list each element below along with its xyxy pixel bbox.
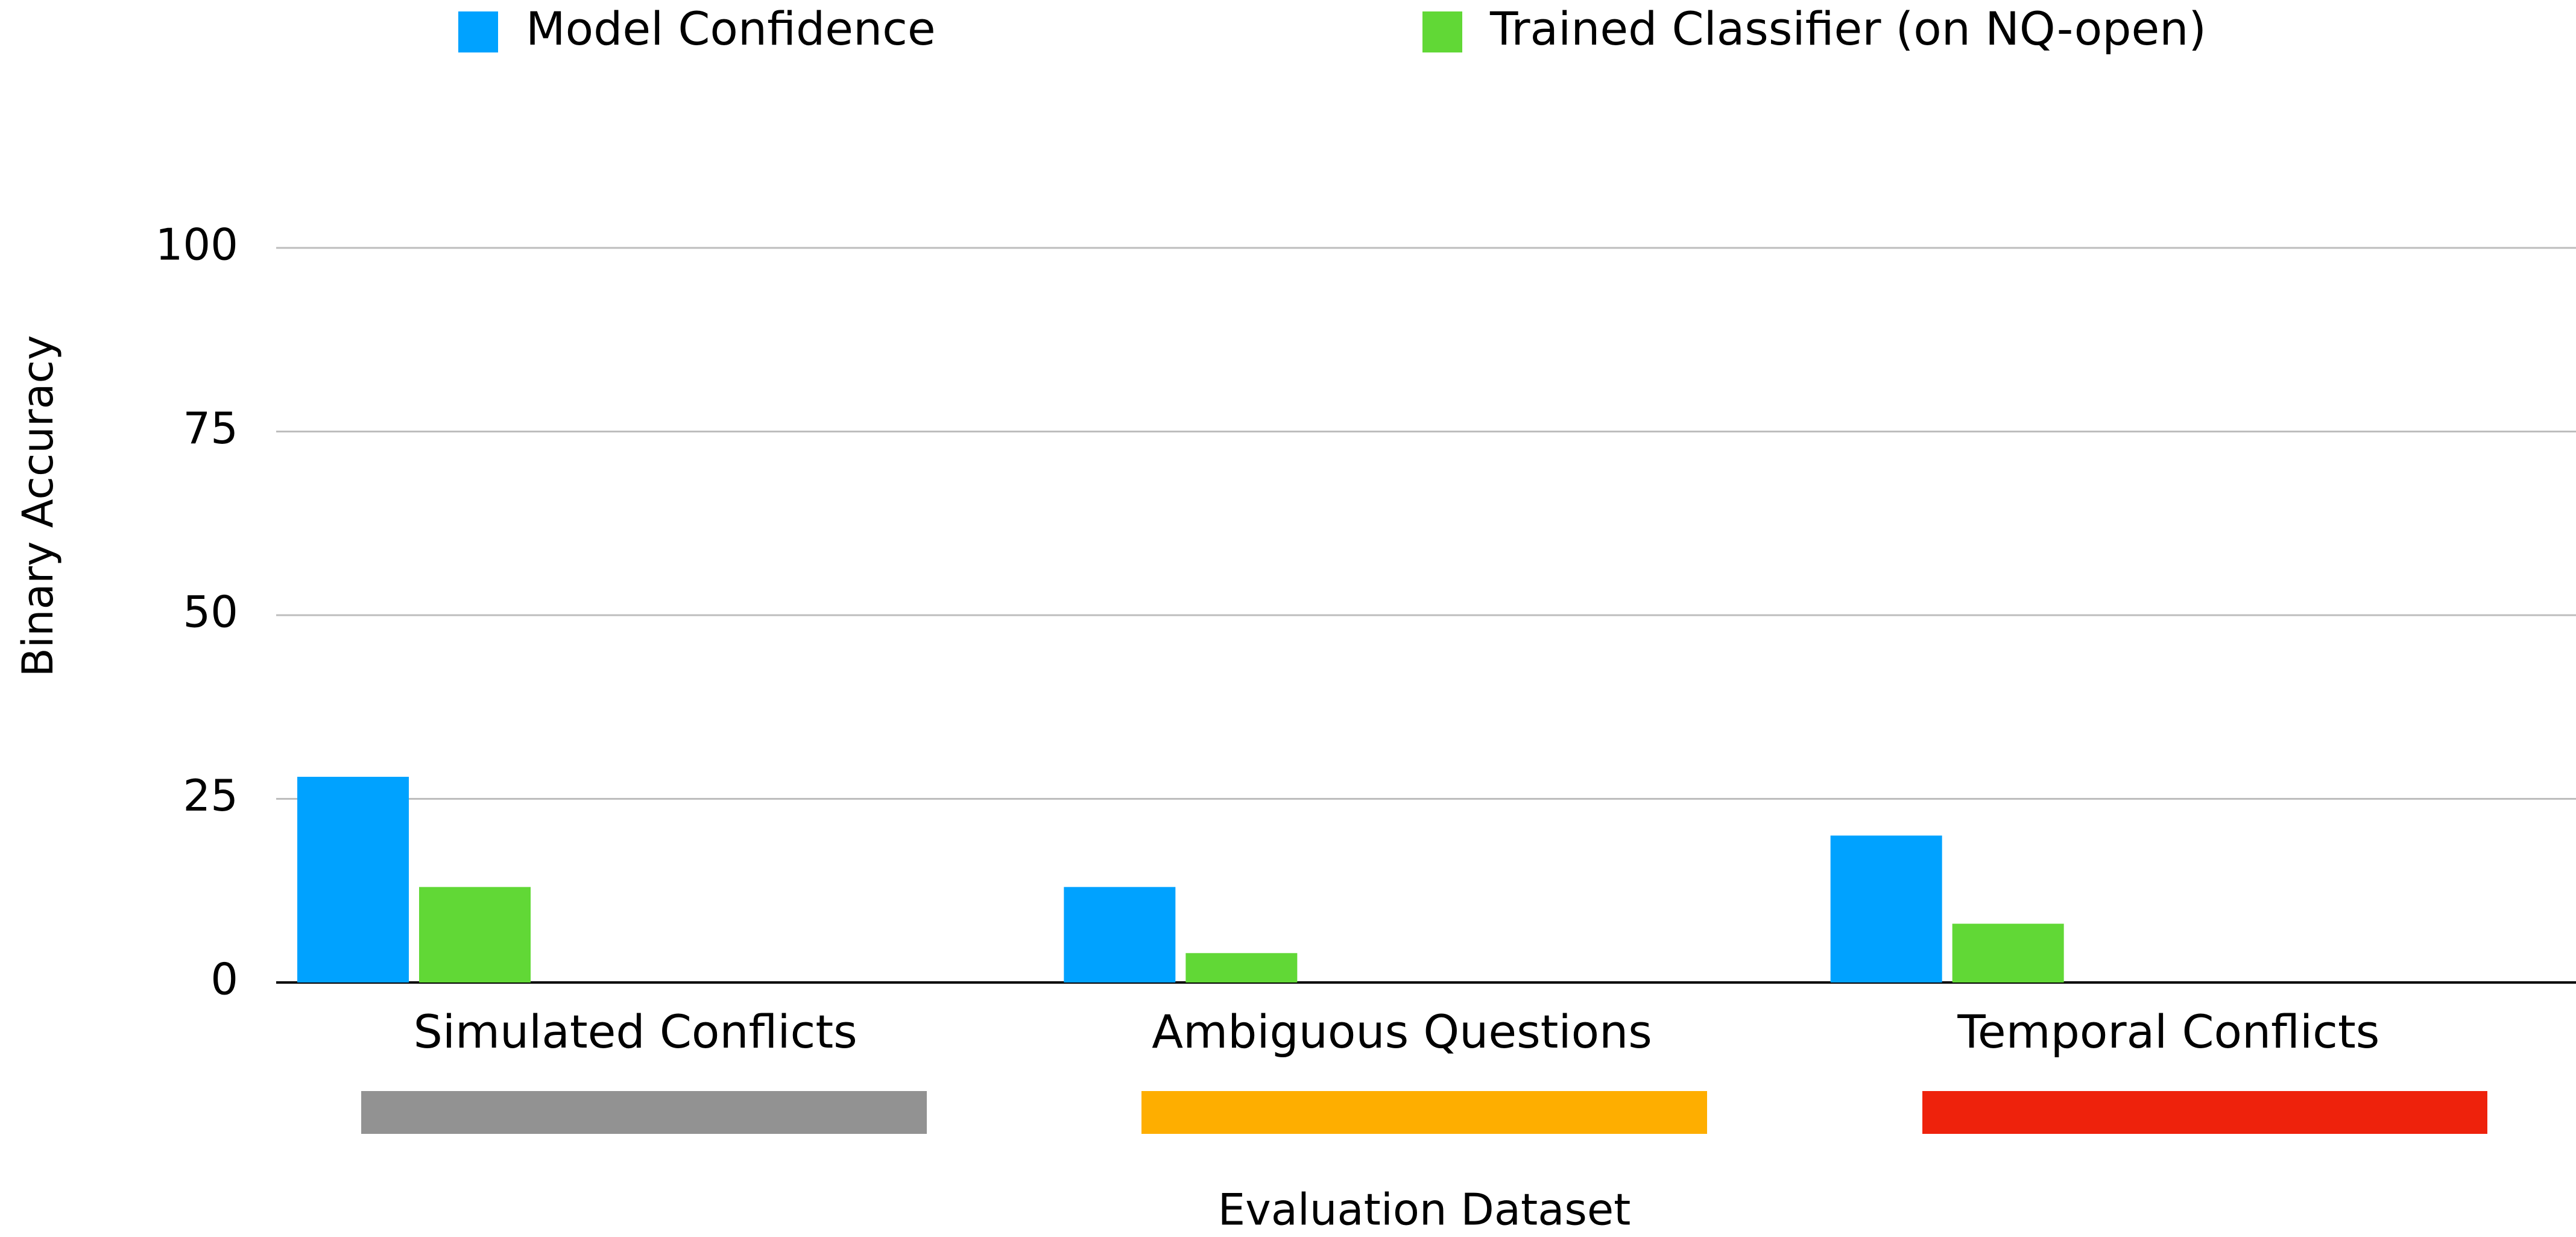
y-tick-label: 25 <box>183 770 238 821</box>
x-tick-label: Simulated Conflicts <box>414 1005 857 1058</box>
x-tick-label: Ambiguous Questions <box>1152 1005 1652 1058</box>
bar <box>419 887 531 982</box>
legend-swatch <box>458 11 498 52</box>
y-tick-label: 75 <box>183 403 238 454</box>
bar <box>1830 835 1942 982</box>
legend-label: Trained Classifier (on NQ-open) <box>1489 2 2206 55</box>
category-swatch <box>1922 1091 2487 1134</box>
y-tick-label: 0 <box>210 954 238 1005</box>
bar <box>1064 887 1176 982</box>
y-axis-label: Binary Accuracy <box>13 335 63 677</box>
legend-swatch <box>1422 11 1462 52</box>
bar <box>1185 953 1298 982</box>
y-tick-label: 50 <box>183 587 238 637</box>
bar <box>297 776 409 982</box>
category-swatch <box>361 1091 927 1134</box>
category-swatch <box>1141 1091 1707 1134</box>
x-axis-label: Evaluation Dataset <box>1218 1185 1631 1235</box>
legend-label: Model Confidence <box>526 2 936 55</box>
bar <box>1952 923 2064 982</box>
x-tick-label: Temporal Conflicts <box>1957 1005 2379 1058</box>
y-tick-label: 100 <box>156 220 238 270</box>
